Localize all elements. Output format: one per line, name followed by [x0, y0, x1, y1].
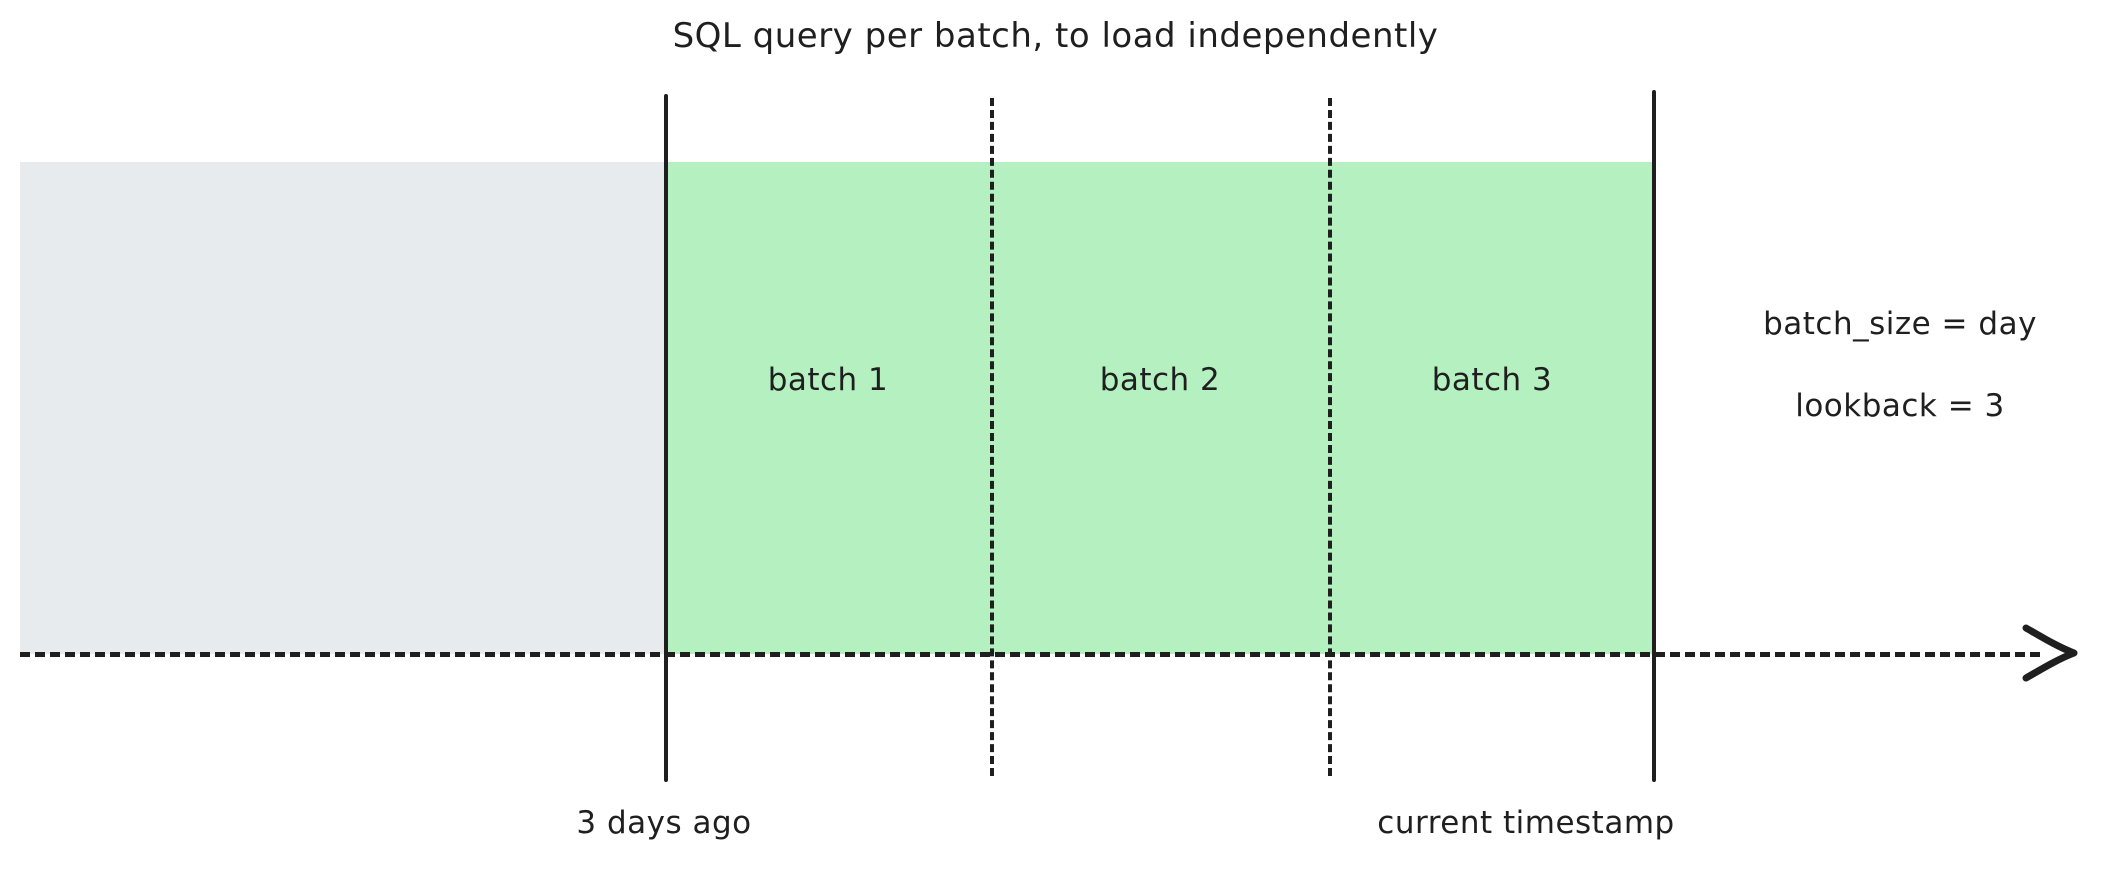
axis-label-start: 3 days ago — [576, 805, 752, 841]
boundary-line-end — [1652, 90, 1656, 782]
timeline-axis — [20, 652, 2040, 657]
batch-divider-2 — [1328, 98, 1332, 776]
axis-label-end: current timestamp — [1377, 805, 1675, 841]
batch-label-3: batch 3 — [1431, 362, 1553, 398]
lookback-window-shading — [666, 162, 1654, 654]
batch-divider-1 — [990, 98, 994, 776]
batch-label-1: batch 1 — [767, 362, 889, 398]
past-region-shading — [20, 162, 666, 654]
param-lookback: lookback = 3 — [1795, 388, 2005, 424]
param-batch-size: batch_size = day — [1763, 306, 2037, 342]
arrow-right-icon — [2022, 624, 2078, 682]
diagram-title: SQL query per batch, to load independent… — [672, 16, 1439, 56]
boundary-line-start — [664, 94, 668, 782]
batch-label-2: batch 2 — [1099, 362, 1221, 398]
